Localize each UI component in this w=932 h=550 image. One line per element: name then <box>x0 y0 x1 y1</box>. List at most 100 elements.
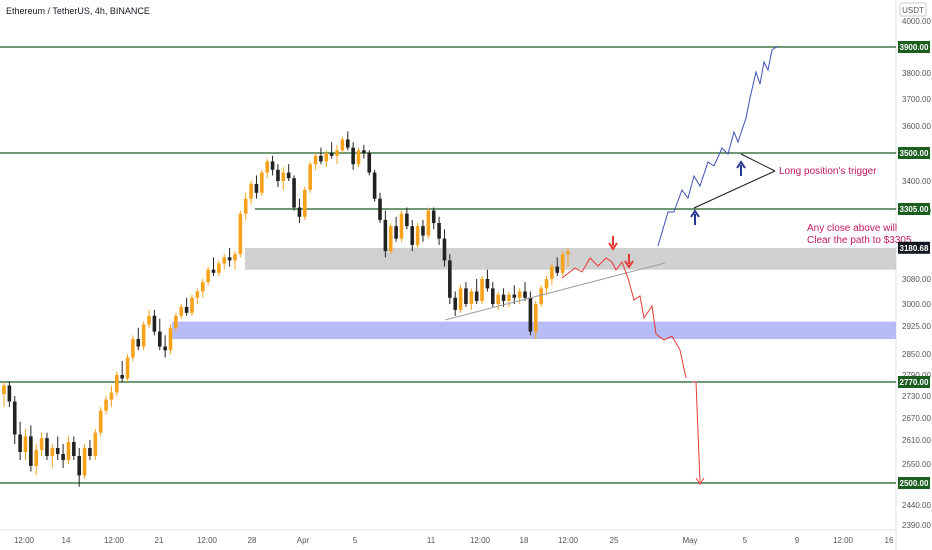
candle-body <box>426 210 431 236</box>
candle-body <box>115 375 119 393</box>
candlestick-series <box>2 131 570 487</box>
candle-body <box>61 454 65 460</box>
time-tick-label: 21 <box>155 536 164 545</box>
price-tick-label: 3800.00 <box>902 69 931 78</box>
time-tick-label: 12:00 <box>558 536 579 545</box>
price-tick-label: 2925.00 <box>902 322 931 331</box>
blue-projection-path[interactable] <box>657 45 779 247</box>
candle-body <box>238 213 243 255</box>
candle-body <box>39 438 44 450</box>
candle-body <box>378 198 382 220</box>
close-above-line2: Clear the path to $3305 <box>807 235 912 246</box>
candle-body <box>319 155 323 162</box>
candle-body <box>496 294 500 304</box>
price-tick-label: 2670.00 <box>902 414 931 423</box>
candle-body <box>265 161 269 173</box>
candle-body <box>131 339 135 358</box>
red-projection-path[interactable] <box>561 236 705 485</box>
candle-body <box>152 315 157 332</box>
candle-body <box>297 207 302 217</box>
candle-body <box>141 324 146 347</box>
candle-body <box>281 172 286 181</box>
close-above-note[interactable]: Any close above will Clear the path to $… <box>807 223 912 246</box>
time-tick-label: 14 <box>62 536 71 545</box>
candle-body <box>82 448 87 476</box>
time-tick-label: 25 <box>610 536 619 545</box>
candle-body <box>168 327 173 351</box>
level-price-tag <box>898 477 930 489</box>
candle-body <box>104 399 108 411</box>
time-tick-label: 12:00 <box>833 536 854 545</box>
candle-body <box>18 434 22 452</box>
time-tick-label: 28 <box>248 536 257 545</box>
current-price-tag <box>898 241 930 254</box>
candle-body <box>286 172 291 179</box>
close-above-line1: Any close above will <box>807 223 897 234</box>
candle-body <box>136 339 141 347</box>
price-tick-label: 2730.00 <box>902 392 931 401</box>
current-price-tag-label: 3180.68 <box>900 244 929 253</box>
trendlines[interactable] <box>444 262 666 321</box>
candle-body <box>458 288 463 310</box>
level-price-tag <box>898 376 930 388</box>
candle-body <box>517 291 522 298</box>
price-tick-label: 2850.00 <box>902 350 931 359</box>
time-tick-label: 12:00 <box>104 536 125 545</box>
time-tick-label: 18 <box>520 536 529 545</box>
time-tick-label: Apr <box>297 536 310 545</box>
candle-body <box>528 297 533 332</box>
candle-body <box>362 150 366 153</box>
time-tick-label: May <box>682 536 697 545</box>
time-tick-label: 12:00 <box>197 536 218 545</box>
candle-body <box>539 288 543 304</box>
time-tick-label: 9 <box>795 536 800 545</box>
price-tick-label: 3600.00 <box>902 122 931 131</box>
candle-body <box>507 294 511 301</box>
candle-body <box>512 294 517 298</box>
candle-body <box>34 450 39 466</box>
price-tick-label: 2790.00 <box>902 371 931 380</box>
candle-body <box>399 213 404 239</box>
candle-body <box>367 153 372 173</box>
candle-body <box>195 291 200 298</box>
candle-body <box>550 266 554 279</box>
candle-body <box>190 297 194 313</box>
candle-body <box>270 161 275 170</box>
candle-body <box>464 288 468 304</box>
candle-body <box>184 306 189 313</box>
candle-body <box>313 155 318 165</box>
candle-body <box>243 198 248 214</box>
candle-body <box>7 385 12 402</box>
candle-body <box>351 147 355 165</box>
candle-body <box>77 456 81 476</box>
candle-body <box>125 357 130 379</box>
long-trigger-callout[interactable]: Long position's trigger <box>693 153 877 209</box>
candle-body <box>329 153 334 156</box>
candle-body <box>292 178 296 208</box>
red-arrow-icon <box>624 254 634 269</box>
red-arrow-icon <box>608 236 618 251</box>
time-tick-label: 5 <box>743 536 748 545</box>
candle-body <box>303 189 307 217</box>
time-axis: 12:00 14 12:00 21 12:00 28 Apr 5 11 12:00 18 12:00 2… <box>14 536 894 545</box>
price-tick-label: 3080.00 <box>902 275 931 284</box>
currency-badge[interactable]: USDT <box>899 2 927 17</box>
blue-arrow-icon <box>736 160 746 176</box>
candle-body <box>163 346 167 351</box>
blue-arrow-icon <box>690 209 700 225</box>
price-tick-label: 2440.00 <box>902 501 931 510</box>
candle-body <box>109 392 114 400</box>
price-tags: 3900.00 3500.00 3305.00 2770.00 2500.00 3180.… <box>898 41 930 489</box>
price-tick-label: 4000.00 <box>902 17 931 26</box>
candle-body <box>431 210 436 224</box>
candle-body <box>147 315 151 325</box>
candle-body <box>206 269 210 283</box>
svg-text:USDT: USDT <box>902 6 924 15</box>
price-tick-label: 2610.00 <box>902 436 931 445</box>
candle-body <box>566 251 570 255</box>
price-tick-label: 3700.00 <box>902 95 931 104</box>
candle-body <box>501 294 506 301</box>
candle-body <box>88 448 92 456</box>
